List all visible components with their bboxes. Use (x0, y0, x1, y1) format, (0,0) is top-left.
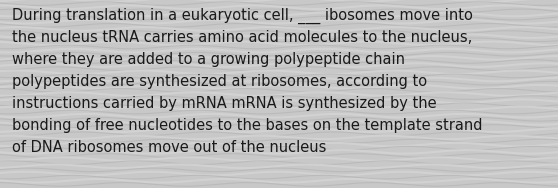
Text: instructions carried by mRNA mRNA is synthesized by the: instructions carried by mRNA mRNA is syn… (12, 96, 436, 111)
Text: polypeptides are synthesized at ribosomes, according to: polypeptides are synthesized at ribosome… (12, 74, 427, 89)
Text: where they are added to a growing polypeptide chain: where they are added to a growing polype… (12, 52, 405, 67)
Text: During translation in a eukaryotic cell, ___ ibosomes move into: During translation in a eukaryotic cell,… (12, 8, 473, 24)
Text: of DNA ribosomes move out of the nucleus: of DNA ribosomes move out of the nucleus (12, 140, 326, 155)
Text: the nucleus tRNA carries amino acid molecules to the nucleus,: the nucleus tRNA carries amino acid mole… (12, 30, 472, 45)
Text: bonding of free nucleotides to the bases on the template strand: bonding of free nucleotides to the bases… (12, 118, 483, 133)
